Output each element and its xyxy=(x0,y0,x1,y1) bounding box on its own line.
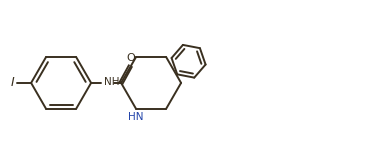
Text: NH: NH xyxy=(105,77,120,87)
Text: HN: HN xyxy=(127,112,143,122)
Text: I: I xyxy=(10,76,14,89)
Text: O: O xyxy=(126,53,135,63)
